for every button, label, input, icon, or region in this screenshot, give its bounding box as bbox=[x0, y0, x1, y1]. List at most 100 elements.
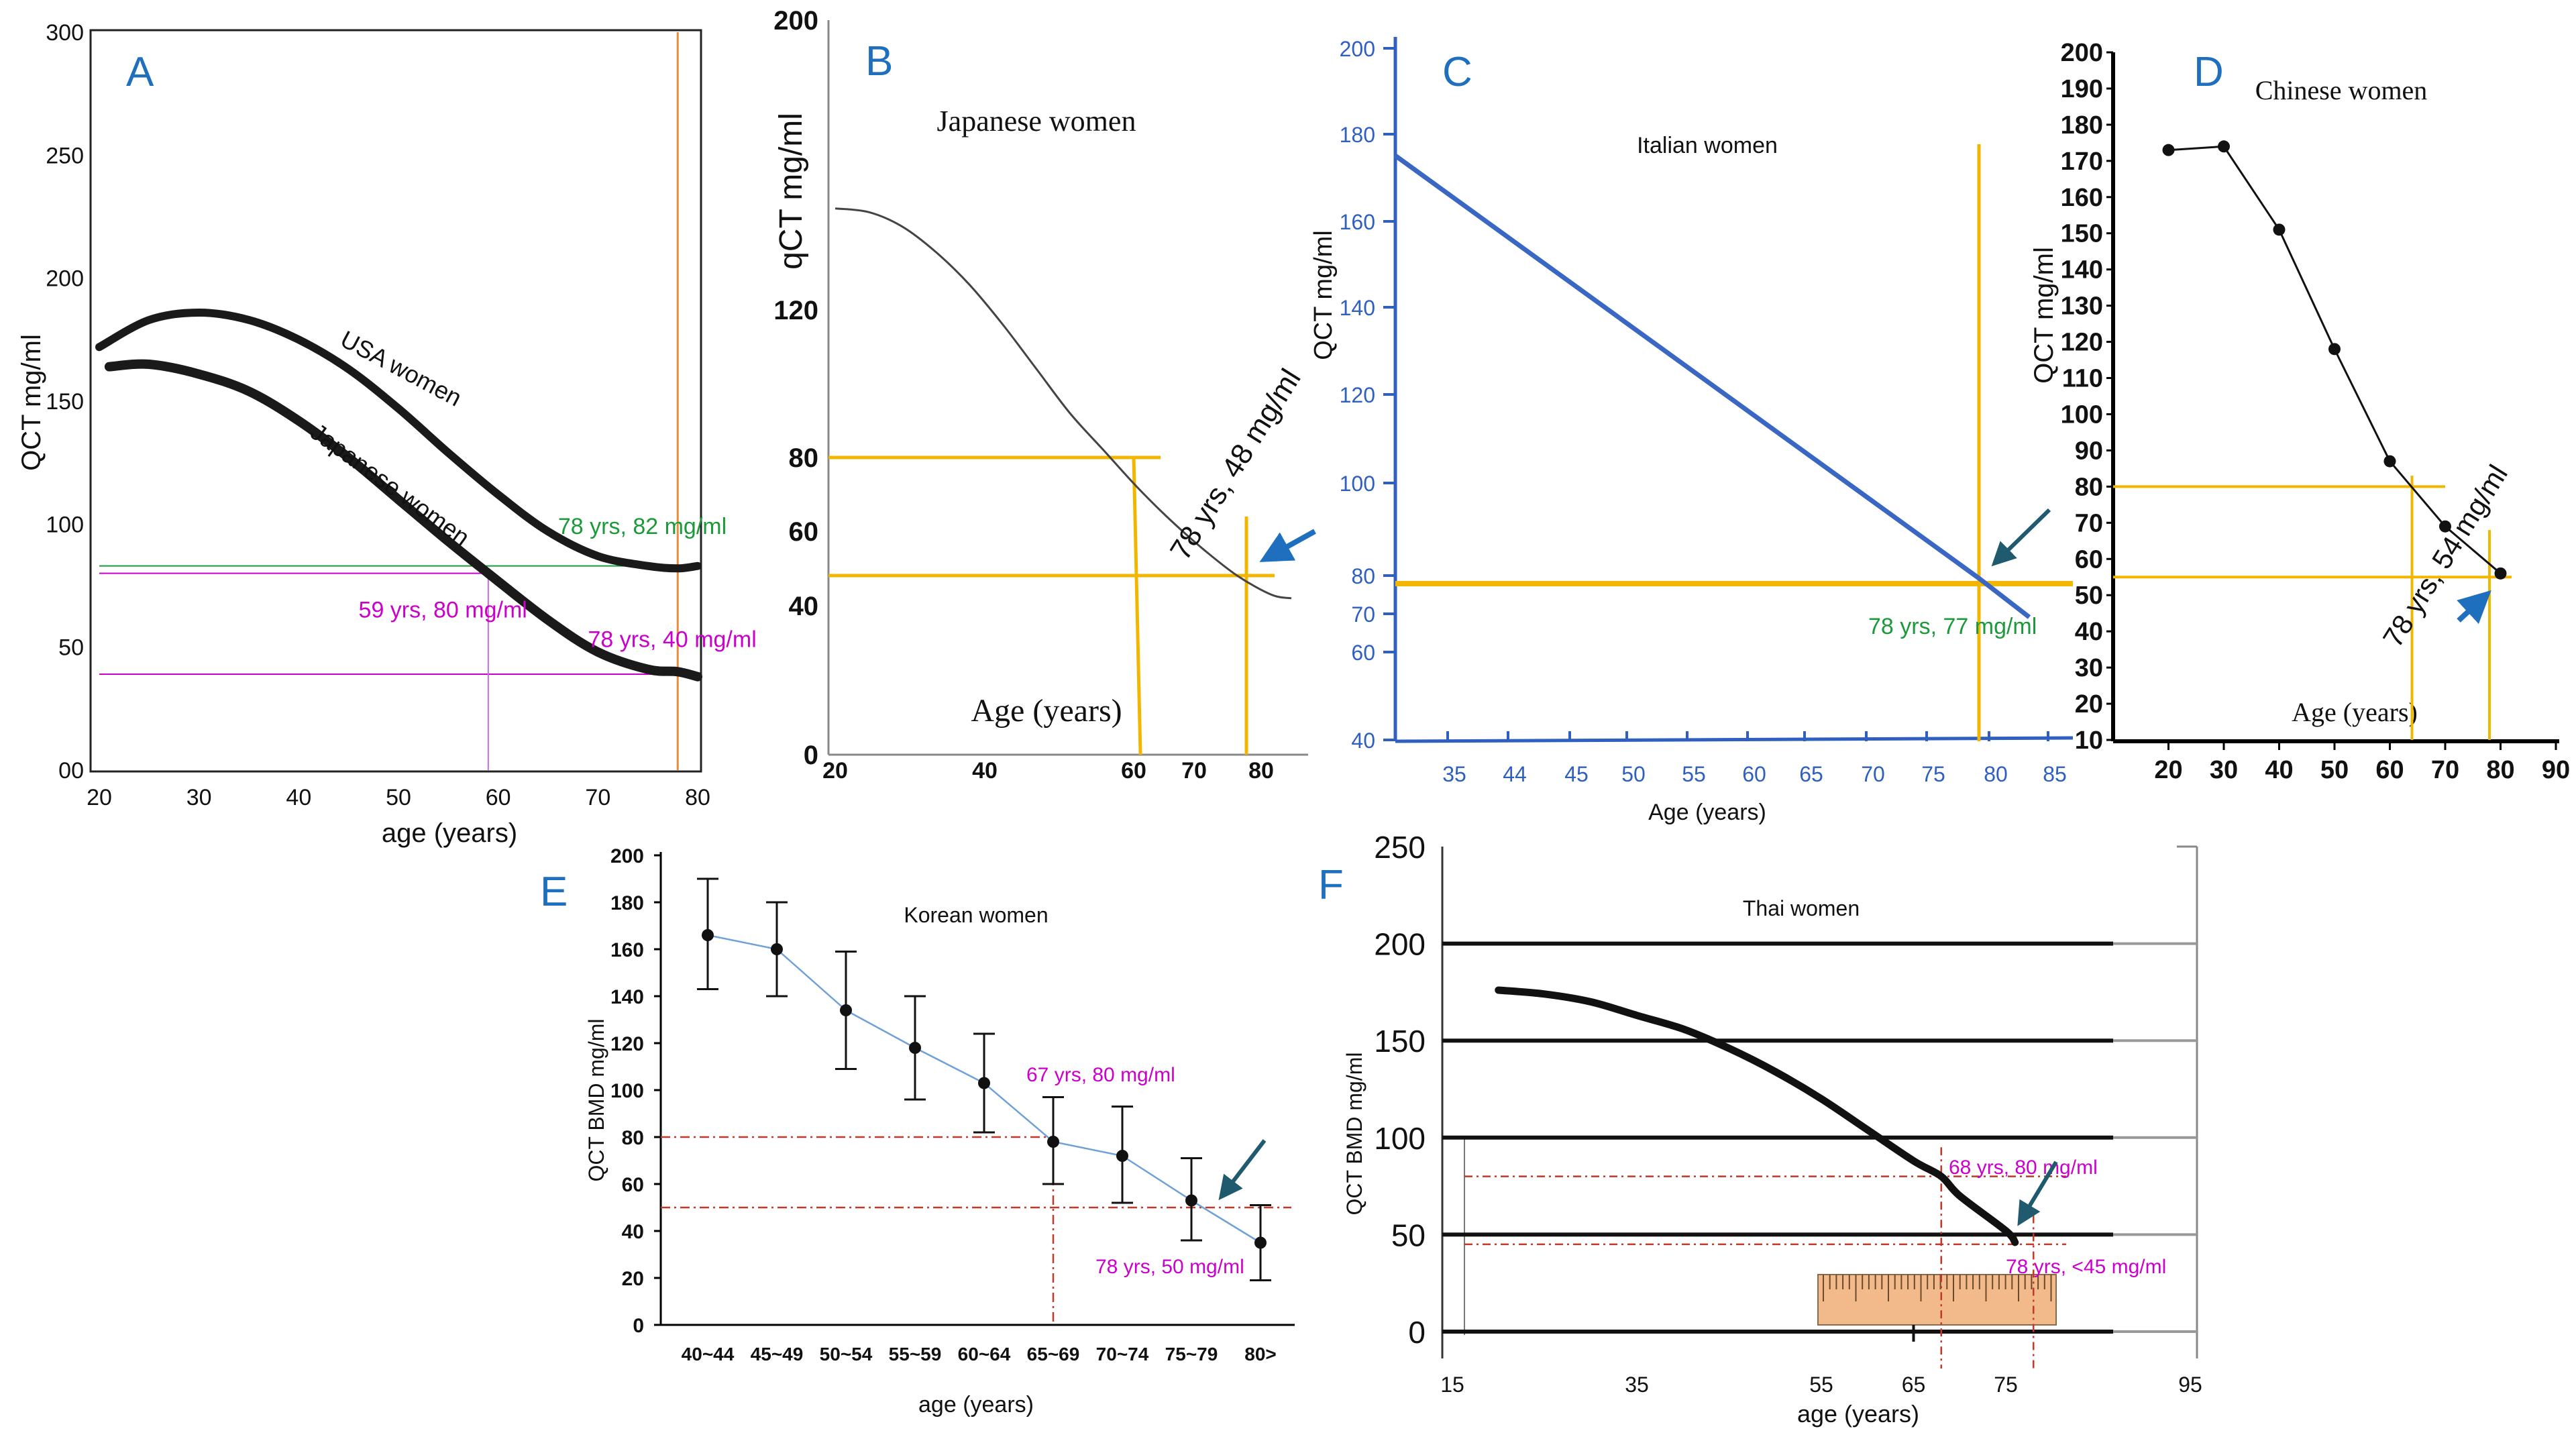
e-x-tick: 45~49 bbox=[751, 1344, 804, 1364]
f-x-tick: 75 bbox=[1994, 1373, 2018, 1397]
c-arrow bbox=[1991, 508, 2051, 567]
d-y-tick: 30 bbox=[2075, 654, 2103, 682]
d-y-tick: 80 bbox=[2075, 473, 2103, 501]
d-y-tick: 190 bbox=[2061, 75, 2103, 103]
a-y-tick: 150 bbox=[46, 389, 84, 415]
d-point bbox=[2383, 455, 2396, 468]
c-x-tick: 44 bbox=[1503, 762, 1527, 786]
d-point bbox=[2162, 144, 2175, 156]
c-y-tick: 70 bbox=[1351, 602, 1375, 627]
e-y-tick: 160 bbox=[610, 939, 644, 961]
c-x-tick: 55 bbox=[1682, 762, 1706, 786]
d-y-tick: 50 bbox=[2075, 582, 2103, 610]
c-x-tick: 60 bbox=[1742, 762, 1766, 786]
d-arrow bbox=[2457, 590, 2491, 625]
e-point bbox=[909, 1042, 921, 1054]
e-point bbox=[771, 943, 783, 955]
c-x-tick: 65 bbox=[1799, 762, 1823, 786]
e-point bbox=[1116, 1150, 1128, 1162]
e-x-label: age (years) bbox=[918, 1392, 1034, 1417]
b-curve bbox=[835, 207, 1292, 600]
e-y-tick: 180 bbox=[610, 892, 644, 914]
b-y-tick: 60 bbox=[789, 517, 819, 547]
d-x-tick: 70 bbox=[2431, 756, 2459, 784]
b-arrow bbox=[1259, 529, 1316, 562]
e-x-tick: 50~54 bbox=[820, 1344, 873, 1364]
f-annotation-80: 68 yrs, 80 mg/ml bbox=[1949, 1157, 2098, 1179]
d-y-tick: 100 bbox=[2061, 400, 2103, 429]
c-y-tick: 140 bbox=[1340, 296, 1375, 320]
c-y-tick: 180 bbox=[1340, 123, 1375, 147]
e-annotation-50: 78 yrs, 50 mg/ml bbox=[1095, 1256, 1244, 1278]
c-x-label: Age (years) bbox=[1648, 800, 1766, 825]
a-y-label: QCT mg/ml bbox=[17, 334, 46, 471]
d-point bbox=[2273, 223, 2286, 236]
e-y-tick: 120 bbox=[610, 1033, 644, 1055]
d-x-label: Age (years) bbox=[2292, 697, 2418, 727]
b-x-tick: 20 bbox=[822, 758, 848, 784]
d-point bbox=[2328, 343, 2341, 356]
e-point bbox=[1185, 1194, 1197, 1207]
panel-f-letter: F bbox=[1318, 862, 1344, 908]
inset-ruler bbox=[1817, 1274, 2057, 1326]
c-x-tick: 75 bbox=[1921, 762, 1945, 786]
a-x-tick: 50 bbox=[386, 785, 411, 810]
d-y-tick: 170 bbox=[2061, 148, 2103, 176]
e-title: Korean women bbox=[904, 903, 1048, 927]
e-y-tick: 140 bbox=[610, 986, 644, 1008]
panel-d: D 10 20 30 40 50 60 70 80 90 100 110 120 130 140 150 16… bbox=[2029, 39, 2570, 784]
d-x-tick: 30 bbox=[2210, 756, 2238, 784]
panel-f: F 0 50 100 150 200 250 15 35 55 65 75 95 Thai women a… bbox=[1318, 830, 2202, 1428]
a-y-tick: 200 bbox=[46, 266, 84, 292]
c-x-tick: 45 bbox=[1564, 762, 1589, 786]
b-y-label: qCT mg/ml bbox=[773, 113, 809, 270]
e-x-tick: 75~79 bbox=[1165, 1344, 1218, 1364]
panel-d-letter: D bbox=[2194, 49, 2224, 95]
b-x-label: Age (years) bbox=[971, 693, 1122, 729]
d-y-tick: 10 bbox=[2075, 727, 2103, 755]
a-annotation-82: 78 yrs, 82 mg/ml bbox=[558, 514, 727, 539]
f-x-tick: 55 bbox=[1809, 1373, 1833, 1397]
c-line bbox=[1393, 154, 2031, 619]
c-y-tick: 100 bbox=[1340, 472, 1375, 496]
a-y-tick: 50 bbox=[58, 635, 84, 661]
e-y-tick: 20 bbox=[622, 1268, 644, 1290]
a-y-tick: 00 bbox=[58, 758, 84, 784]
e-y-tick: 200 bbox=[610, 845, 644, 867]
d-title: Chinese women bbox=[2255, 75, 2428, 105]
e-x-tick: 65~69 bbox=[1027, 1344, 1080, 1364]
e-x-tick: 55~59 bbox=[889, 1344, 942, 1364]
f-annotation-45: 78 yrs, <45 mg/ml bbox=[2006, 1256, 2166, 1278]
d-annotation: 78 yrs, 54 mg/ml bbox=[2377, 460, 2514, 653]
d-y-label: QCT mg/ml bbox=[2029, 247, 2059, 384]
b-annotation: 78 yrs, 48 mg/ml bbox=[1164, 364, 1307, 566]
b-guide-vert-62 bbox=[1132, 457, 1142, 755]
e-point bbox=[702, 929, 714, 941]
a-x-tick: 20 bbox=[87, 785, 112, 810]
panel-e: E 0 20 40 60 80 100 120 140 160 180 200 40~44 45~49 5… bbox=[540, 845, 1295, 1417]
e-point bbox=[978, 1077, 990, 1089]
panel-c-letter: C bbox=[1442, 49, 1472, 95]
d-point bbox=[2494, 567, 2507, 580]
b-y-tick: 80 bbox=[789, 443, 819, 473]
d-y-tick: 140 bbox=[2061, 256, 2103, 284]
d-x-tick: 60 bbox=[2375, 756, 2404, 784]
a-usa-label: USA women bbox=[336, 325, 466, 412]
e-y-tick: 60 bbox=[622, 1174, 644, 1196]
c-y-tick: 40 bbox=[1351, 729, 1375, 753]
d-y-tick: 110 bbox=[2062, 365, 2103, 393]
panel-a-frame bbox=[89, 29, 702, 773]
e-x-tick: 70~74 bbox=[1096, 1344, 1149, 1364]
d-point bbox=[2439, 520, 2451, 533]
c-y-label: QCT mg/ml bbox=[1309, 230, 1338, 360]
panel-a: A 00 50 100 150 200 250 300 20 30 40 50 60 70 80 age (… bbox=[17, 20, 757, 848]
c-y-tick: 160 bbox=[1340, 210, 1375, 234]
b-x-tick: 60 bbox=[1121, 758, 1146, 784]
c-x-tick: 80 bbox=[1984, 762, 2008, 786]
a-japanese-curve bbox=[104, 359, 702, 682]
b-x-tick: 80 bbox=[1248, 758, 1274, 784]
panel-c-x-axis bbox=[1395, 736, 2074, 743]
d-y-tick: 200 bbox=[2061, 39, 2103, 67]
b-y-tick: 120 bbox=[773, 296, 818, 325]
